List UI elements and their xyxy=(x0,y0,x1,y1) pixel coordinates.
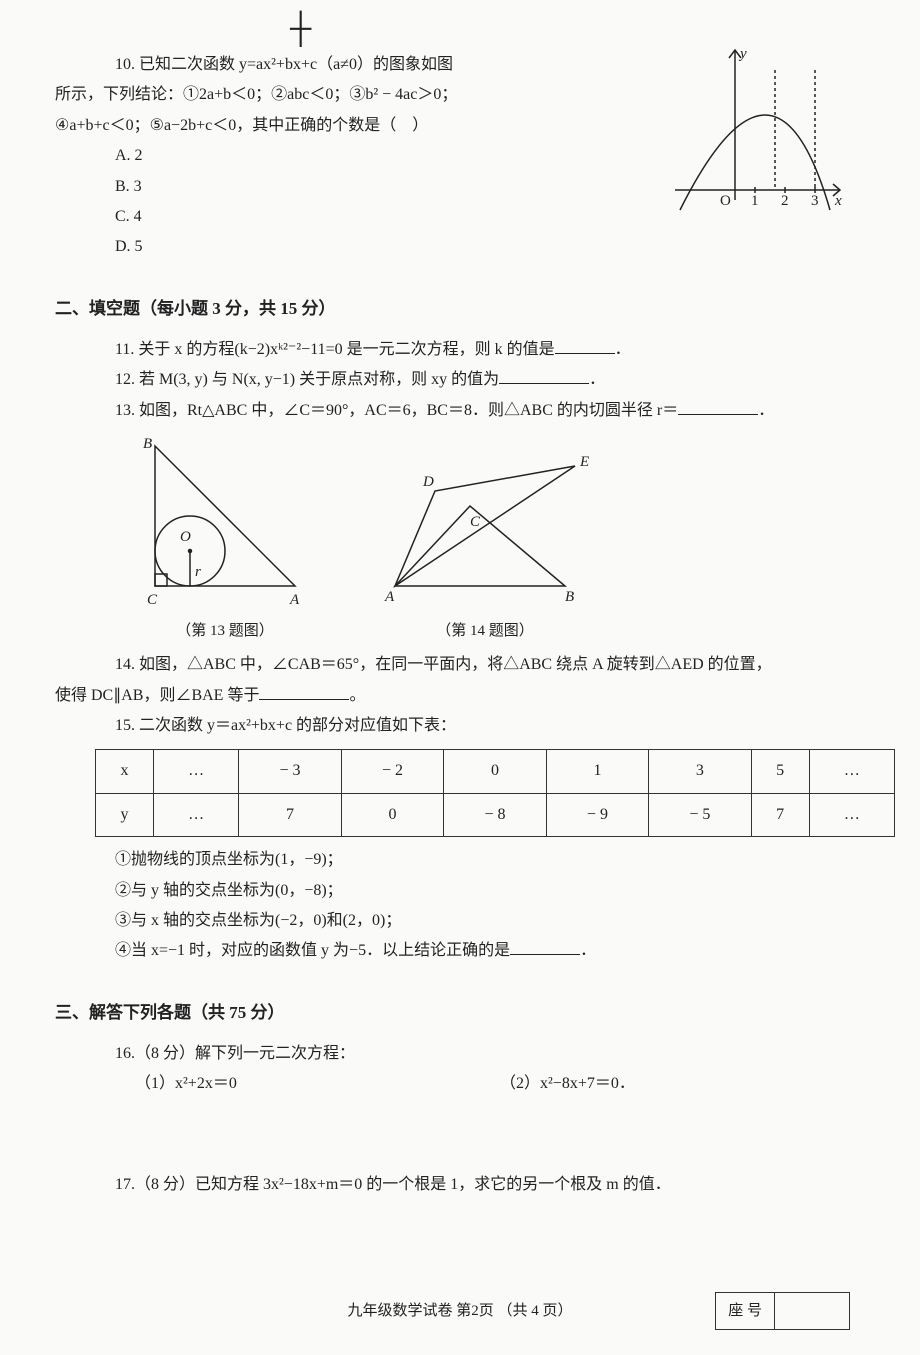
table-cell: − 3 xyxy=(239,750,341,793)
q11-tail: ． xyxy=(615,341,631,358)
table-cell: 0 xyxy=(341,793,443,836)
question-10: 10. 已知二次函数 y=ax²+bx+c（a≠0）的图象如图 所示，下列结论：… xyxy=(55,50,865,263)
tick-label: 1 xyxy=(751,193,759,209)
table-cell: … xyxy=(154,793,239,836)
q12-text: 12. 若 M(3, y) 与 N(x, y−1) 关于原点对称，则 xy 的值… xyxy=(115,371,499,388)
table-cell: 1 xyxy=(546,750,648,793)
q16-part1: （1）x²+2x＝0 xyxy=(135,1069,500,1099)
q10-text: 10. 已知二次函数 y=ax²+bx+c（a≠0）的图象如图 所示，下列结论：… xyxy=(55,50,585,263)
fill-blank xyxy=(510,938,580,955)
fill-blank xyxy=(499,367,589,384)
vertex-label: B xyxy=(565,589,574,605)
tick-label: 3 xyxy=(811,193,819,209)
table-cell: − 5 xyxy=(649,793,751,836)
vertex-label: D xyxy=(422,474,434,490)
vertex-label: C xyxy=(147,592,158,606)
q10-option: A. 2 xyxy=(55,141,585,171)
q10-stem-line: ④a+b+c＜0；⑤a−2b+c＜0，其中正确的个数是（ ） xyxy=(55,111,585,141)
crop-mark: ┼ xyxy=(290,0,311,57)
q10-figure: y x O 1 2 3 xyxy=(645,40,845,220)
question-11: 11. 关于 x 的方程(k−2)xᵏ²⁻²−11=0 是一元二次方程，则 k … xyxy=(55,335,865,365)
question-14-line2: 使得 DC∥AB，则∠BAE 等于 。 xyxy=(55,681,865,711)
q13-tail: ． xyxy=(758,402,774,419)
table-cell: − 9 xyxy=(546,793,648,836)
seat-label: 座 号 xyxy=(716,1293,775,1330)
figure-13: B O r C A （第 13 题图） xyxy=(135,436,315,645)
table-cell: 5 xyxy=(751,750,809,793)
table-cell: − 8 xyxy=(444,793,546,836)
q10-option: C. 4 xyxy=(55,202,585,232)
fill-blank xyxy=(555,337,615,354)
table-cell: 0 xyxy=(444,750,546,793)
figure-14-caption: （第 14 题图） xyxy=(375,617,595,646)
table-cell: 7 xyxy=(751,793,809,836)
fill-blank xyxy=(678,398,758,415)
radius-label: r xyxy=(195,564,201,580)
question-14: 14. 如图，△ABC 中，∠CAB＝65°，在同一平面内，将△ABC 绕点 A… xyxy=(55,650,865,680)
q15-conclusion: ②与 y 轴的交点坐标为(0，−8)； xyxy=(55,876,865,906)
fill-blank xyxy=(259,683,349,700)
seat-value xyxy=(775,1293,849,1330)
q15-c4-tail: ． xyxy=(580,942,596,959)
q15-c4-text: ④当 x=−1 时，对应的函数值 y 为−5．以上结论正确的是 xyxy=(115,942,510,959)
q16-subparts: （1）x²+2x＝0 （2）x²−8x+7＝0． xyxy=(55,1069,865,1099)
q14-tail: 。 xyxy=(349,687,365,704)
table-row: x … − 3 − 2 0 1 3 5 … xyxy=(96,750,895,793)
q10-option: D. 5 xyxy=(55,232,585,262)
axis-label-x: x xyxy=(834,193,842,209)
section-3-title: 三、解答下列各题（共 75 分） xyxy=(55,997,865,1029)
q12-tail: ． xyxy=(589,371,605,388)
q14-line1: 14. 如图，△ABC 中，∠CAB＝65°，在同一平面内，将△ABC 绕点 A… xyxy=(115,656,772,673)
figure-14: A B C D E （第 14 题图） xyxy=(375,436,595,645)
question-15-intro: 15. 二次函数 y＝ax²+bx+c 的部分对应值如下表： xyxy=(55,711,865,741)
question-16: 16.（8 分）解下列一元二次方程： xyxy=(55,1039,865,1069)
vertex-label: A xyxy=(289,592,300,606)
question-12: 12. 若 M(3, y) 与 N(x, y−1) 关于原点对称，则 xy 的值… xyxy=(55,365,865,395)
axis-label-y: y xyxy=(738,46,747,62)
exam-page: ┼ 10. 已知二次函数 y=ax²+bx+c（a≠0）的图象如图 所示，下列结… xyxy=(0,0,920,1355)
q14-line2-text: 使得 DC∥AB，则∠BAE 等于 xyxy=(55,687,259,704)
q15-conclusion: ④当 x=−1 时，对应的函数值 y 为−5．以上结论正确的是 ． xyxy=(55,936,865,966)
origin-label: O xyxy=(720,193,731,209)
table-cell: − 2 xyxy=(341,750,443,793)
vertex-label: C xyxy=(470,514,481,530)
table-cell: 3 xyxy=(649,750,751,793)
vertex-label: B xyxy=(143,436,152,452)
tick-label: 2 xyxy=(781,193,789,209)
figure-13-caption: （第 13 题图） xyxy=(135,617,315,646)
q15-conclusion: ①抛物线的顶点坐标为(1，−9)； xyxy=(55,845,865,875)
table-cell: x xyxy=(96,750,154,793)
q10-option: B. 3 xyxy=(55,172,585,202)
question-13: 13. 如图，Rt△ABC 中，∠C＝90°，AC＝6，BC＝8．则△ABC 的… xyxy=(55,396,865,426)
table-cell: … xyxy=(809,750,894,793)
table-cell: … xyxy=(809,793,894,836)
q16-part2: （2）x²−8x+7＝0． xyxy=(500,1069,865,1099)
q15-conclusion: ③与 x 轴的交点坐标为(−2，0)和(2，0)； xyxy=(55,906,865,936)
q11-text: 11. 关于 x 的方程(k−2)xᵏ²⁻²−11=0 是一元二次方程，则 k … xyxy=(115,341,555,358)
section-2-title: 二、填空题（每小题 3 分，共 15 分） xyxy=(55,293,865,325)
table-cell: 7 xyxy=(239,793,341,836)
seat-number-box: 座 号 xyxy=(715,1292,850,1331)
table-row: y … 7 0 − 8 − 9 − 5 7 … xyxy=(96,793,895,836)
table-cell: … xyxy=(154,750,239,793)
q13-text: 13. 如图，Rt△ABC 中，∠C＝90°，AC＝6，BC＝8．则△ABC 的… xyxy=(115,402,678,419)
figure-row-13-14: B O r C A （第 13 题图） A B xyxy=(135,436,865,645)
vertex-label: A xyxy=(384,589,395,605)
table-cell: y xyxy=(96,793,154,836)
question-17: 17.（8 分）已知方程 3x²−18x+m＝0 的一个根是 1，求它的另一个根… xyxy=(55,1170,865,1200)
q10-stem-line: 所示，下列结论：①2a+b＜0；②abc＜0；③b² − 4ac＞0； xyxy=(55,80,585,110)
center-label: O xyxy=(180,529,191,545)
q15-table: x … − 3 − 2 0 1 3 5 … y … 7 0 − 8 − 9 − … xyxy=(95,749,895,837)
vertex-label: E xyxy=(579,454,589,470)
q10-stem-line: 10. 已知二次函数 y=ax²+bx+c（a≠0）的图象如图 xyxy=(55,50,585,80)
